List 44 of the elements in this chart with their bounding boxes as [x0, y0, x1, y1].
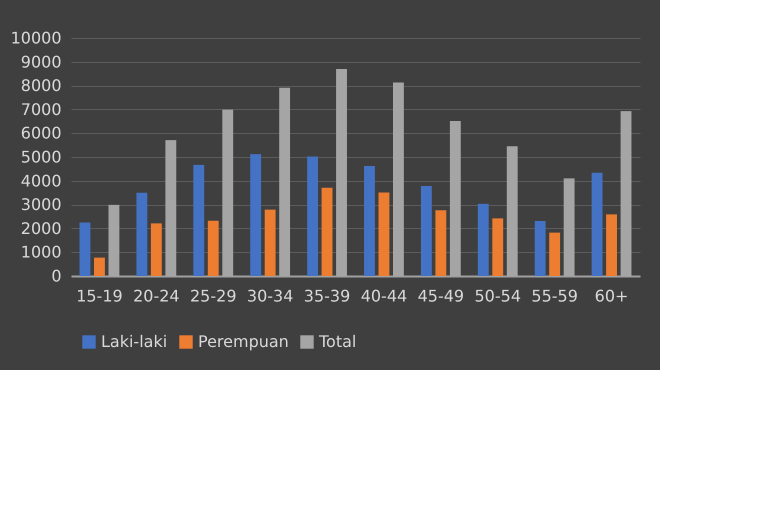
legend-label: Perempuan [198, 332, 289, 351]
bar [136, 192, 148, 276]
x-tick-label: 25-29 [190, 286, 236, 306]
x-tick-label: 35-39 [304, 286, 350, 306]
x-tick-label: 45-49 [418, 286, 464, 306]
bar [80, 222, 90, 276]
bar [264, 210, 276, 276]
bar [307, 156, 318, 276]
bar [420, 186, 432, 276]
legend-label: Laki-laki [101, 332, 168, 351]
y-tick-label: 6000 [20, 124, 62, 143]
bar [208, 220, 219, 276]
bar [549, 232, 560, 276]
legend-label: Total [318, 332, 356, 351]
x-tick-label: 60+ [594, 286, 628, 306]
bar [378, 192, 390, 276]
x-tick-label: 40-44 [360, 286, 408, 306]
bar [150, 223, 162, 276]
bar [364, 166, 375, 276]
y-tick-label: 4000 [20, 171, 62, 190]
y-tick-label: 1000 [20, 242, 62, 262]
bar [250, 154, 262, 276]
y-tick-label: 8000 [20, 76, 62, 96]
x-tick-label: 50-54 [474, 286, 521, 306]
bar [322, 188, 332, 276]
x-tick-label: 55-59 [531, 286, 578, 306]
bar [534, 221, 546, 276]
bar [606, 214, 617, 276]
y-tick-label: 2000 [20, 218, 62, 238]
y-tick-label: 3000 [20, 195, 62, 214]
y-tick-label: 0 [51, 266, 62, 286]
bar [592, 172, 602, 276]
bar [435, 210, 446, 276]
y-tick-label: 9000 [20, 52, 62, 72]
y-tick-label: 7000 [20, 100, 62, 119]
x-tick-label: 15-19 [76, 286, 123, 306]
bar [193, 164, 204, 276]
x-tick-label: 20-24 [133, 286, 180, 306]
x-tick-label: 30-34 [246, 286, 294, 306]
bar [478, 204, 489, 276]
bar [94, 258, 105, 276]
bar [492, 218, 504, 276]
y-tick-label: 10000 [10, 28, 62, 48]
y-tick-label: 5000 [20, 148, 62, 166]
